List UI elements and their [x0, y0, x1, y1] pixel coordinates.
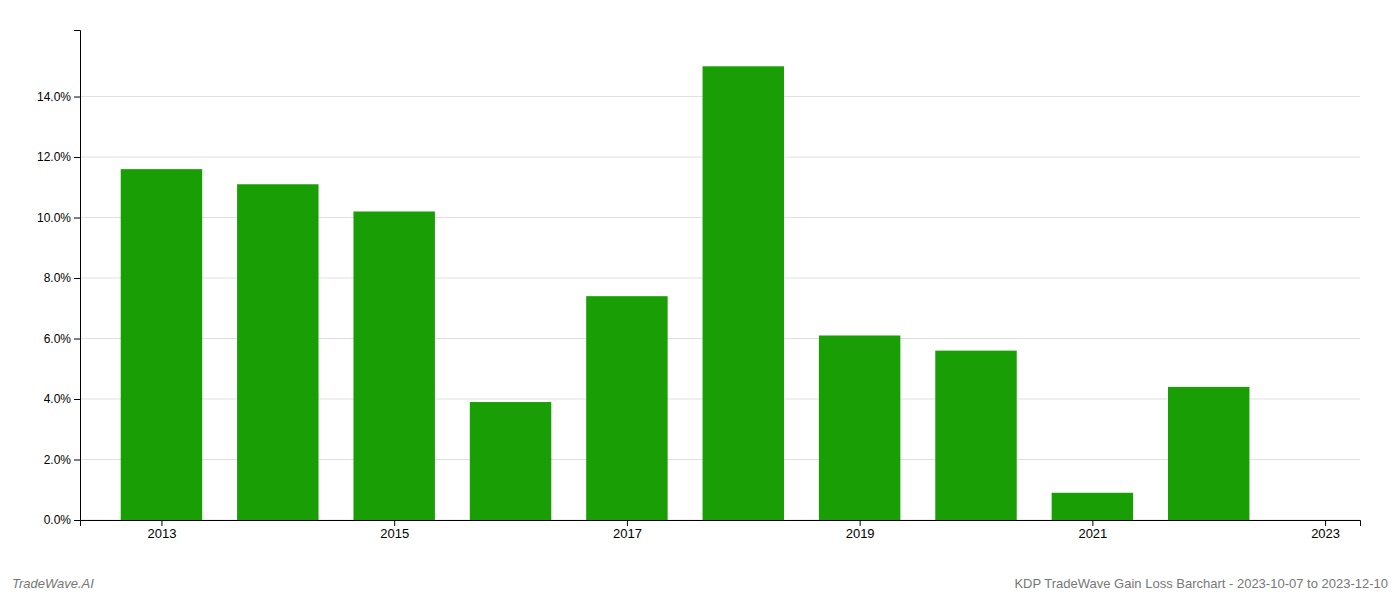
x-tick-label: 2023 [1311, 526, 1340, 541]
x-tick-label: 2017 [613, 526, 642, 541]
bar [121, 169, 202, 520]
y-tick-mark [74, 97, 80, 98]
x-tick-mark [627, 520, 628, 526]
x-tick-mark [161, 520, 162, 526]
bar [935, 351, 1016, 520]
y-tick: 0.0% [44, 513, 80, 527]
x-tick: 2013 [147, 520, 176, 541]
bar [237, 184, 318, 520]
x-tick-label: 2021 [1078, 526, 1107, 541]
footer-right: KDP TradeWave Gain Loss Barchart - 2023-… [1014, 576, 1388, 591]
x-tick: 2021 [1078, 520, 1107, 541]
x-tick-label: 2013 [147, 526, 176, 541]
y-tick: 4.0% [44, 392, 80, 406]
y-tick-label: 2.0% [44, 453, 72, 467]
y-tick-label: 12.0% [37, 150, 71, 164]
footer-left: TradeWave.AI [12, 576, 94, 591]
y-tick-mark [74, 218, 80, 219]
y-tick: 6.0% [44, 332, 80, 346]
y-axis-line [74, 31, 81, 521]
x-tick: 2017 [613, 520, 642, 541]
y-tick-label: 14.0% [37, 90, 71, 104]
x-tick-label: 2019 [846, 526, 875, 541]
bar [1168, 387, 1249, 520]
x-tick: 2023 [1311, 520, 1340, 541]
y-tick-mark [74, 339, 80, 340]
chart: 0.0%2.0%4.0%6.0%8.0%10.0%12.0%14.0%20132… [0, 0, 1400, 600]
y-tick-mark [74, 520, 80, 521]
y-tick-label: 4.0% [44, 392, 72, 406]
x-tick-mark [1325, 520, 1326, 526]
x-tick: 2019 [846, 520, 875, 541]
y-tick-label: 6.0% [44, 332, 72, 346]
y-tick: 8.0% [44, 271, 80, 285]
bar [586, 296, 667, 520]
x-axis: 2013 2015 2017 2019 2021 2023 [81, 520, 1361, 541]
x-tick-mark [394, 520, 395, 526]
y-tick-mark [74, 399, 80, 400]
y-tick-mark [74, 278, 80, 279]
plot: 0.0%2.0%4.0%6.0%8.0%10.0%12.0%14.0%20132… [37, 31, 1361, 542]
x-tick-label: 2015 [380, 526, 409, 541]
x-tick-mark [860, 520, 861, 526]
y-tick-label: 10.0% [37, 211, 71, 225]
y-tick: 14.0% [37, 90, 80, 104]
x-tick-mark [1092, 520, 1093, 526]
x-tick: 2015 [380, 520, 409, 541]
y-tick: 10.0% [37, 211, 80, 225]
y-tick-mark [74, 460, 80, 461]
y-tick: 2.0% [44, 453, 80, 467]
bar [353, 211, 434, 520]
bar [819, 335, 900, 520]
y-tick-label: 0.0% [44, 513, 72, 527]
y-tick: 12.0% [37, 150, 80, 164]
y-axis: 0.0% 2.0% 4.0% 6.0% 8.0% 10.0% 12.0% 14.0% [37, 31, 81, 528]
bars [121, 66, 1250, 520]
y-tick-mark [74, 157, 80, 158]
bar [703, 66, 784, 520]
bar [1052, 493, 1133, 520]
bar [470, 402, 551, 520]
x-axis-line [81, 521, 1361, 527]
y-tick-label: 8.0% [44, 271, 72, 285]
